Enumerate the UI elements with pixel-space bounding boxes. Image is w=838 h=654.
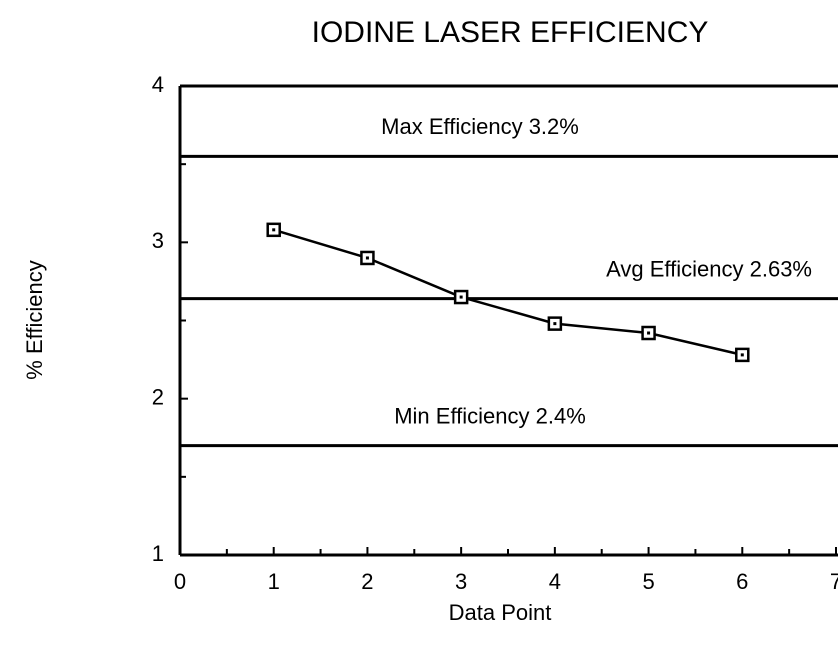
- x-tick-label: 2: [361, 569, 373, 594]
- data-point-center: [553, 322, 557, 326]
- data-line: [273, 228, 743, 357]
- y-tick-label: 1: [152, 541, 164, 566]
- data-point-center: [365, 256, 369, 260]
- x-tick-label: 0: [174, 569, 186, 594]
- y-axis-label: % Efficiency: [22, 260, 47, 379]
- chart-title: IODINE LASER EFFICIENCY: [312, 16, 709, 49]
- y-tick-label: 3: [152, 228, 164, 253]
- y-tick-label: 2: [152, 384, 164, 409]
- data-point-center: [459, 295, 463, 299]
- y-tick-label: 4: [152, 72, 164, 97]
- x-tick-label: 4: [549, 569, 561, 594]
- data-point-center: [272, 228, 276, 232]
- data-point-center: [647, 331, 651, 335]
- x-tick-label: 7: [830, 569, 838, 594]
- reference-label: Min Efficiency 2.4%: [394, 403, 586, 428]
- x-tick-label: 5: [642, 569, 654, 594]
- x-tick-label: 1: [268, 569, 280, 594]
- data-point-center: [740, 353, 744, 357]
- reference-label: Max Efficiency 3.2%: [381, 114, 579, 139]
- x-tick-label: 3: [455, 569, 467, 594]
- x-tick-label: 6: [736, 569, 748, 594]
- reference-label: Avg Efficiency 2.63%: [606, 256, 812, 281]
- x-axis-label: Data Point: [449, 600, 552, 625]
